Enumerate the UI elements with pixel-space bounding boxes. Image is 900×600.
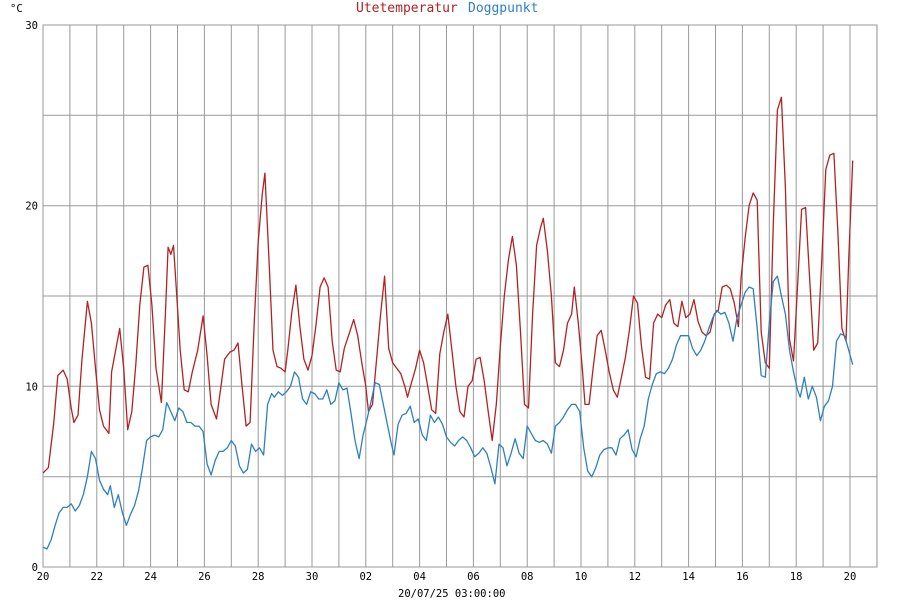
x-tick-label: 10	[575, 571, 588, 583]
x-tick-label: 08	[521, 571, 534, 583]
x-tick-label: 26	[198, 571, 211, 583]
x-tick-label: 22	[90, 571, 103, 583]
x-tick-label: 16	[736, 571, 749, 583]
x-tick-label: 24	[144, 571, 157, 583]
x-tick-label: 20	[37, 571, 50, 583]
x-tick-label: 02	[359, 571, 372, 583]
series-layer	[42, 96, 854, 550]
axes	[42, 24, 878, 568]
labels: 0 10 20 30 20 22 24 26 28 30 02 04 06 08 10 12 14 16 18 20	[25, 20, 856, 583]
x-tick-label: 14	[682, 571, 695, 583]
footer-timestamp: 20/07/25 03:00:00	[398, 588, 505, 600]
grid	[42, 24, 878, 568]
legend-utetemperatur: Utetemperatur	[356, 1, 458, 16]
y-tick-label: 10	[25, 381, 38, 393]
y-axis-unit: °C	[10, 3, 23, 15]
legend-doggpunkt: Doggpunkt	[468, 1, 538, 16]
x-tick-label: 28	[252, 571, 265, 583]
x-tick-label: 20	[844, 571, 857, 583]
y-tick-label: 30	[25, 20, 38, 32]
y-tick-label: 0	[32, 562, 38, 574]
y-tick-label: 20	[25, 201, 38, 213]
x-tick-label: 04	[413, 571, 426, 583]
series-line-utetemperatur	[42, 96, 854, 474]
x-tick-label: 30	[306, 571, 319, 583]
plot-frame	[42, 24, 878, 568]
series-line-doggpunkt	[42, 275, 854, 550]
x-tick-label: 06	[467, 571, 480, 583]
x-tick-label: 18	[790, 571, 803, 583]
x-tick-label: 12	[628, 571, 641, 583]
